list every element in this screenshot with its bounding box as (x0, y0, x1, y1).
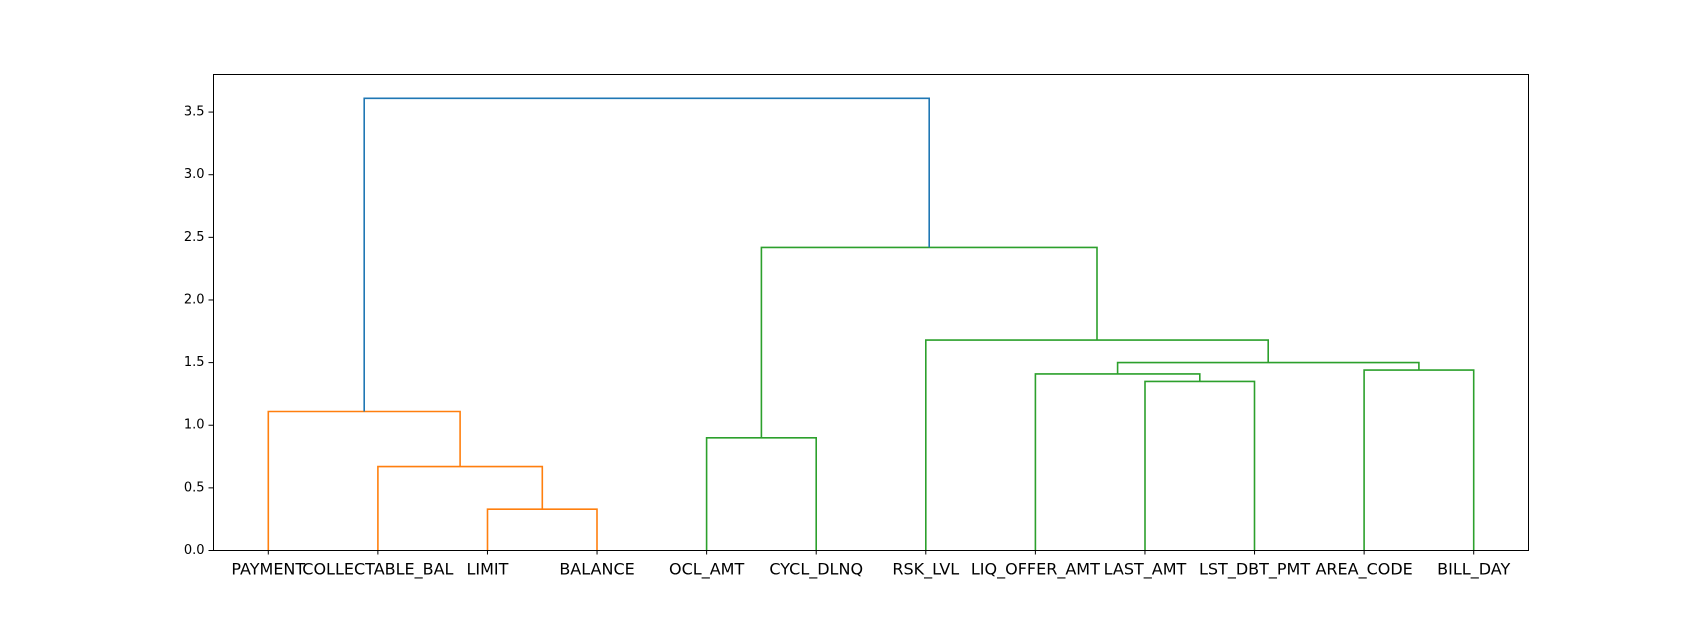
leaf-label: COLLECTABLE_BAL (302, 560, 453, 580)
y-tick-label: 0.5 (184, 480, 205, 495)
y-tick-label: 3.5 (184, 105, 205, 120)
y-tick-label: 2.0 (184, 292, 205, 307)
leaf-label: BILL_DAY (1437, 560, 1510, 580)
y-tick-label: 3.0 (184, 167, 205, 182)
leaf-label: RSK_LVL (892, 560, 959, 580)
leaf-label: LAST_AMT (1104, 560, 1187, 580)
y-tick-label: 1.5 (184, 355, 205, 370)
y-tick-label: 1.0 (184, 418, 205, 433)
y-axis: 0.0 0.5 1.0 1.5 2.0 2.5 3.0 3.5 (184, 105, 214, 558)
dendrogram-links (267, 97, 1475, 551)
leaf-label: AREA_CODE (1315, 560, 1412, 580)
y-tick-label: 0.0 (184, 543, 205, 558)
leaf-label: CYCL_DLNQ (769, 560, 863, 580)
dendrogram-link (363, 97, 931, 412)
leaf-label: PAYMENT (231, 560, 305, 579)
y-tick-label: 2.5 (184, 230, 205, 245)
leaf-label: LIQ_OFFER_AMT (971, 560, 1100, 580)
leaf-label: BALANCE (559, 560, 634, 579)
leaf-label: LST_DBT_PMT (1199, 560, 1310, 580)
plot-frame (213, 74, 1529, 551)
leaf-label: LIMIT (466, 560, 508, 579)
leaf-label: OCL_AMT (669, 560, 744, 580)
